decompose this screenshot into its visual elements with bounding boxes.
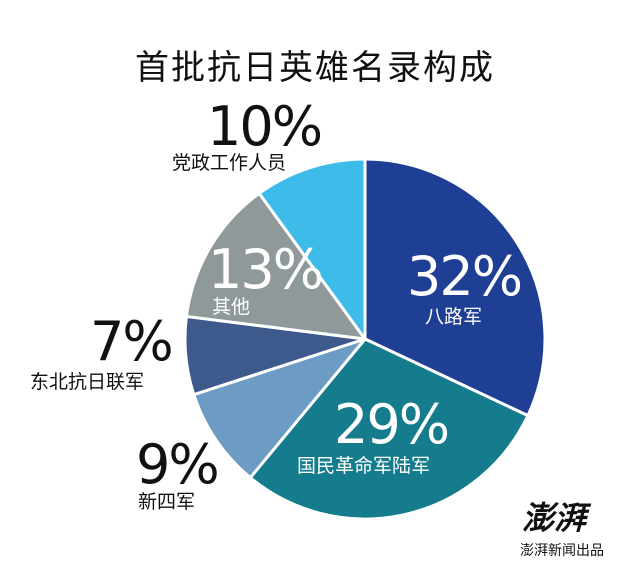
pie-slice-balujun [363,157,547,418]
cat-label-xinsijun: 新四军 [138,491,196,513]
pct-label-balujun: 32% [407,245,523,308]
svg-text:澎湃: 澎湃 [522,499,592,537]
pct-label-guomin: 29% [334,393,450,456]
cat-label-guomin: 国民革命军陆军 [297,455,431,477]
cat-label-qita: 其他 [212,296,251,318]
cat-label-balujun: 八路军 [425,306,483,328]
pie-slice-xinsijun [192,337,367,480]
chart-title: 首批抗日英雄名录构成 [135,48,495,88]
cat-label-dangzheng: 党政工作人员 [172,152,287,174]
pie-slice-dangzheng [257,157,367,341]
thepaper-logo-icon: 澎湃 [522,499,592,537]
pie-slice-guomin [248,337,530,521]
pct-label-xinsijun: 9% [136,433,220,496]
pie-slice-qita [184,191,367,341]
cat-label-dongbei: 东北抗日联军 [30,371,145,393]
pct-label-dongbei: 7% [90,310,174,373]
pct-label-qita: 13% [208,238,324,301]
pct-label-dangzheng: 10% [207,95,323,158]
logo-caption: 澎湃新闻出品 [520,543,604,559]
